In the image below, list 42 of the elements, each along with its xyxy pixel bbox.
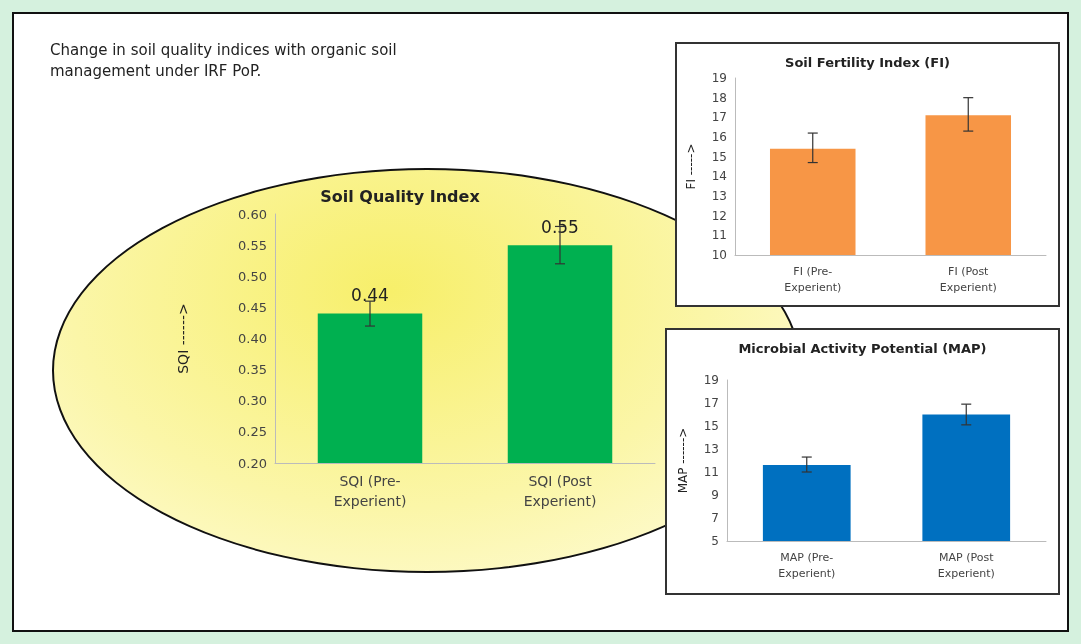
- y-tick-label: 15: [703, 419, 719, 433]
- y-tick-label: 0.35: [238, 362, 267, 378]
- text: Change in soil quality indices with organic soil management under IRF PoP.: [50, 40, 398, 82]
- data-label: 0.44: [351, 285, 389, 306]
- y-axis-title: FI ----->: [684, 143, 698, 190]
- y-tick-label: 13: [703, 442, 719, 456]
- y-tick-label: 12: [711, 208, 727, 223]
- y-axis-title: MAP ------>: [676, 427, 690, 494]
- y-tick-label: 0.55: [238, 237, 267, 253]
- y-axis-title: SQI ------>: [175, 303, 191, 374]
- y-tick-label: 11: [711, 228, 727, 243]
- y-tick-label: 0.50: [238, 268, 267, 284]
- y-tick-label: 11: [703, 465, 719, 479]
- y-tick-label: 19: [703, 373, 719, 387]
- y-tick-label: 0.25: [238, 424, 267, 440]
- chart-title: Soil Quality Index: [320, 187, 481, 206]
- x-tick-label: SQI (Post Experient): [523, 473, 597, 509]
- x-tick-label: SQI (Pre-Experient): [333, 473, 407, 509]
- y-tick-label: 7: [711, 511, 719, 525]
- y-tick-label: 15: [711, 149, 727, 164]
- y-tick-label: 0.60: [238, 206, 267, 222]
- y-tick-label: 5: [711, 534, 719, 548]
- y-tick-label: 0.20: [238, 455, 267, 471]
- y-tick-label: 0.40: [238, 331, 267, 346]
- y-tick-label: 18: [711, 90, 727, 105]
- x-tick-label: FI (Pre-Experient): [784, 264, 842, 294]
- x-tick-label: MAP (Post Experient): [937, 550, 995, 580]
- y-tick-label: 17: [711, 110, 727, 125]
- y-tick-label: 10: [711, 248, 727, 262]
- data-label: 0.55: [541, 216, 579, 237]
- y-tick-label: 19: [711, 71, 727, 85]
- chart-title: Microbial Activity Potential (MAP): [738, 341, 987, 356]
- x-tick-label: MAP (Pre-Experient): [778, 550, 836, 580]
- y-tick-label: 13: [711, 189, 727, 203]
- y-tick-label: 17: [703, 396, 719, 410]
- chart-title: Soil Fertility Index (FI): [785, 55, 950, 70]
- y-tick-label: 14: [711, 169, 727, 184]
- x-tick-label: FI (Post Experient): [939, 264, 997, 294]
- y-tick-label: 0.30: [238, 393, 267, 409]
- y-tick-label: 0.45: [238, 299, 267, 315]
- y-tick-label: 16: [711, 130, 727, 144]
- y-tick-label: 9: [711, 488, 719, 502]
